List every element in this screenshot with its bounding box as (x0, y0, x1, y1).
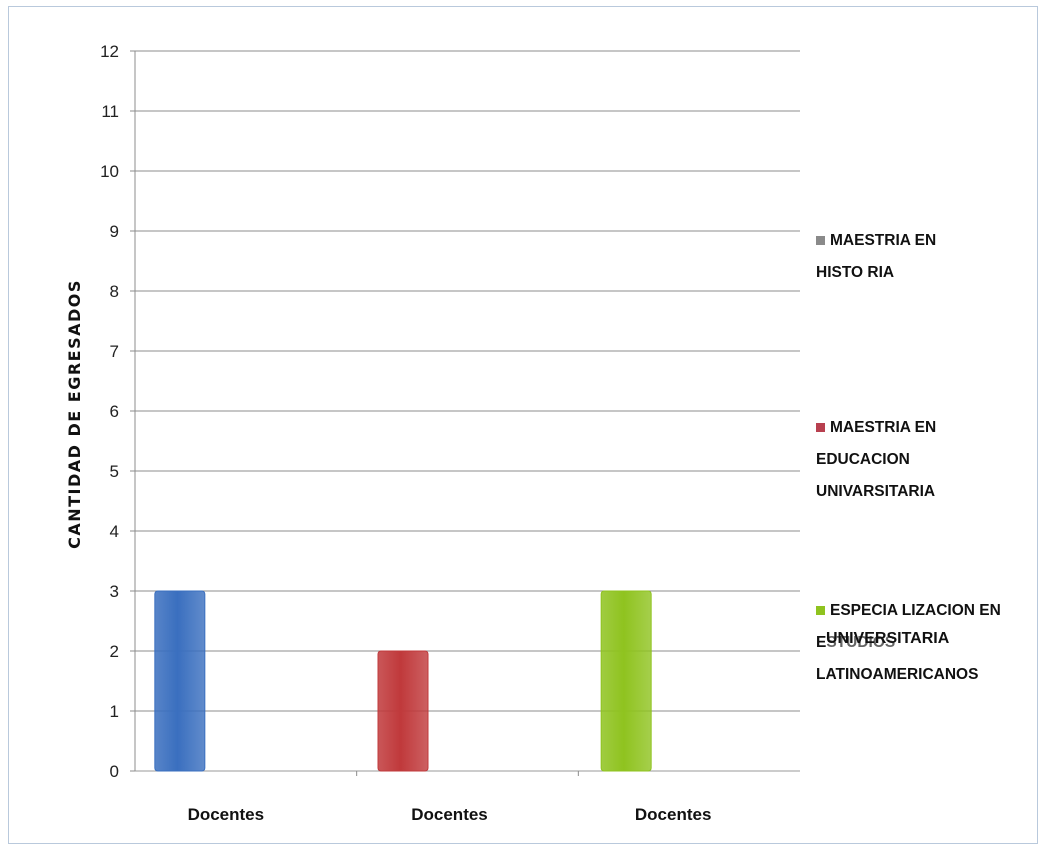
y-axis-label: CANTIDAD DE EGRESADOS (65, 279, 84, 549)
y-tick-label: 6 (110, 402, 119, 421)
bars (154, 590, 652, 772)
gridlines (130, 50, 800, 776)
x-category-label: Docentes (188, 805, 265, 824)
y-tick-label: 2 (110, 642, 119, 661)
y-tick-label: 8 (110, 282, 119, 301)
y-tick-label: 5 (110, 462, 119, 481)
x-category-label: Docentes (411, 805, 488, 824)
y-tick-label: 3 (110, 582, 119, 601)
y-tick-label: 9 (110, 222, 119, 241)
bar (600, 590, 652, 772)
legend-swatch (816, 236, 825, 246)
bar (377, 650, 429, 772)
legend-item: MAESTRIA EN EDUCACION UNIVARSITARIA (816, 412, 936, 508)
y-tick-label: 0 (110, 762, 119, 781)
y-tick-label: 4 (110, 522, 119, 541)
y-tick-label: 11 (101, 102, 119, 121)
x-category-labels: Docentes Docentes Docentes (188, 805, 712, 824)
legend-item: ESPECIA LIZACION EN ESTUDIOS LATINOAMERI… (816, 595, 1001, 691)
y-tick-label: 7 (110, 342, 119, 361)
y-tick-label: 1 (110, 702, 119, 721)
legend-item: MAESTRIA EN HISTO RIA (816, 225, 936, 289)
overlay-text: UNIVERSITARIA (826, 630, 950, 648)
bar (154, 590, 206, 772)
legend-swatch (816, 423, 825, 433)
y-tick-label: 12 (100, 42, 119, 61)
legend-label: MAESTRIA EN EDUCACION UNIVARSITARIA (816, 419, 937, 500)
legend-label: MAESTRIA EN HISTO RIA (816, 232, 937, 281)
x-category-label: Docentes (635, 805, 712, 824)
y-tick-label: 10 (100, 162, 119, 181)
legend-swatch (816, 606, 825, 616)
legend-label: ESPECIA LIZACION EN ESTUDIOS LATINOAMERI… (816, 602, 1001, 683)
